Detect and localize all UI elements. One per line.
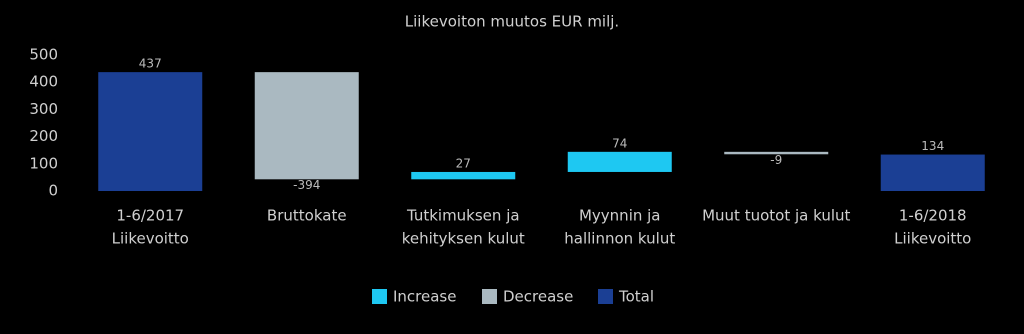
legend-swatch [372, 289, 387, 304]
x-tick-label: hallinnon kulut [564, 230, 675, 248]
x-tick-label: Bruttokate [267, 207, 347, 225]
bar [254, 72, 359, 180]
legend-swatch [598, 289, 613, 304]
legend-label: Increase [393, 288, 456, 306]
y-tick-label: 500 [29, 46, 58, 64]
bar [411, 171, 516, 180]
y-tick-label: 400 [29, 73, 58, 91]
chart-title: Liikevoiton muutos EUR milj. [405, 13, 619, 31]
legend-swatch [482, 289, 497, 304]
x-tick-label: 1-6/2017 [116, 207, 184, 225]
x-tick-label: kehityksen kulut [402, 230, 525, 248]
value-label: -9 [770, 153, 782, 167]
legend-label: Total [618, 288, 654, 306]
x-tick-label: Liikevoitto [894, 230, 971, 248]
x-tick-label: Muut tuotot ja kulut [702, 207, 850, 225]
x-tick-label: Liikevoitto [112, 230, 189, 248]
value-label: 27 [456, 156, 471, 170]
x-tick-label: 1-6/2018 [899, 207, 967, 225]
y-tick-label: 100 [29, 154, 58, 172]
value-label: 134 [921, 139, 944, 153]
y-tick-label: 300 [29, 100, 58, 118]
y-tick-label: 0 [48, 182, 58, 200]
value-label: -394 [293, 178, 320, 192]
value-label: 437 [139, 57, 162, 71]
x-tick-label: Tutkimuksen ja [406, 207, 520, 225]
value-label: 74 [612, 136, 627, 150]
bar [567, 151, 672, 172]
bar [98, 72, 203, 191]
legend-label: Decrease [503, 288, 573, 306]
x-tick-label: Myynnin ja [579, 207, 661, 225]
bar [724, 151, 829, 155]
y-tick-label: 200 [29, 127, 58, 145]
bar [880, 154, 985, 191]
